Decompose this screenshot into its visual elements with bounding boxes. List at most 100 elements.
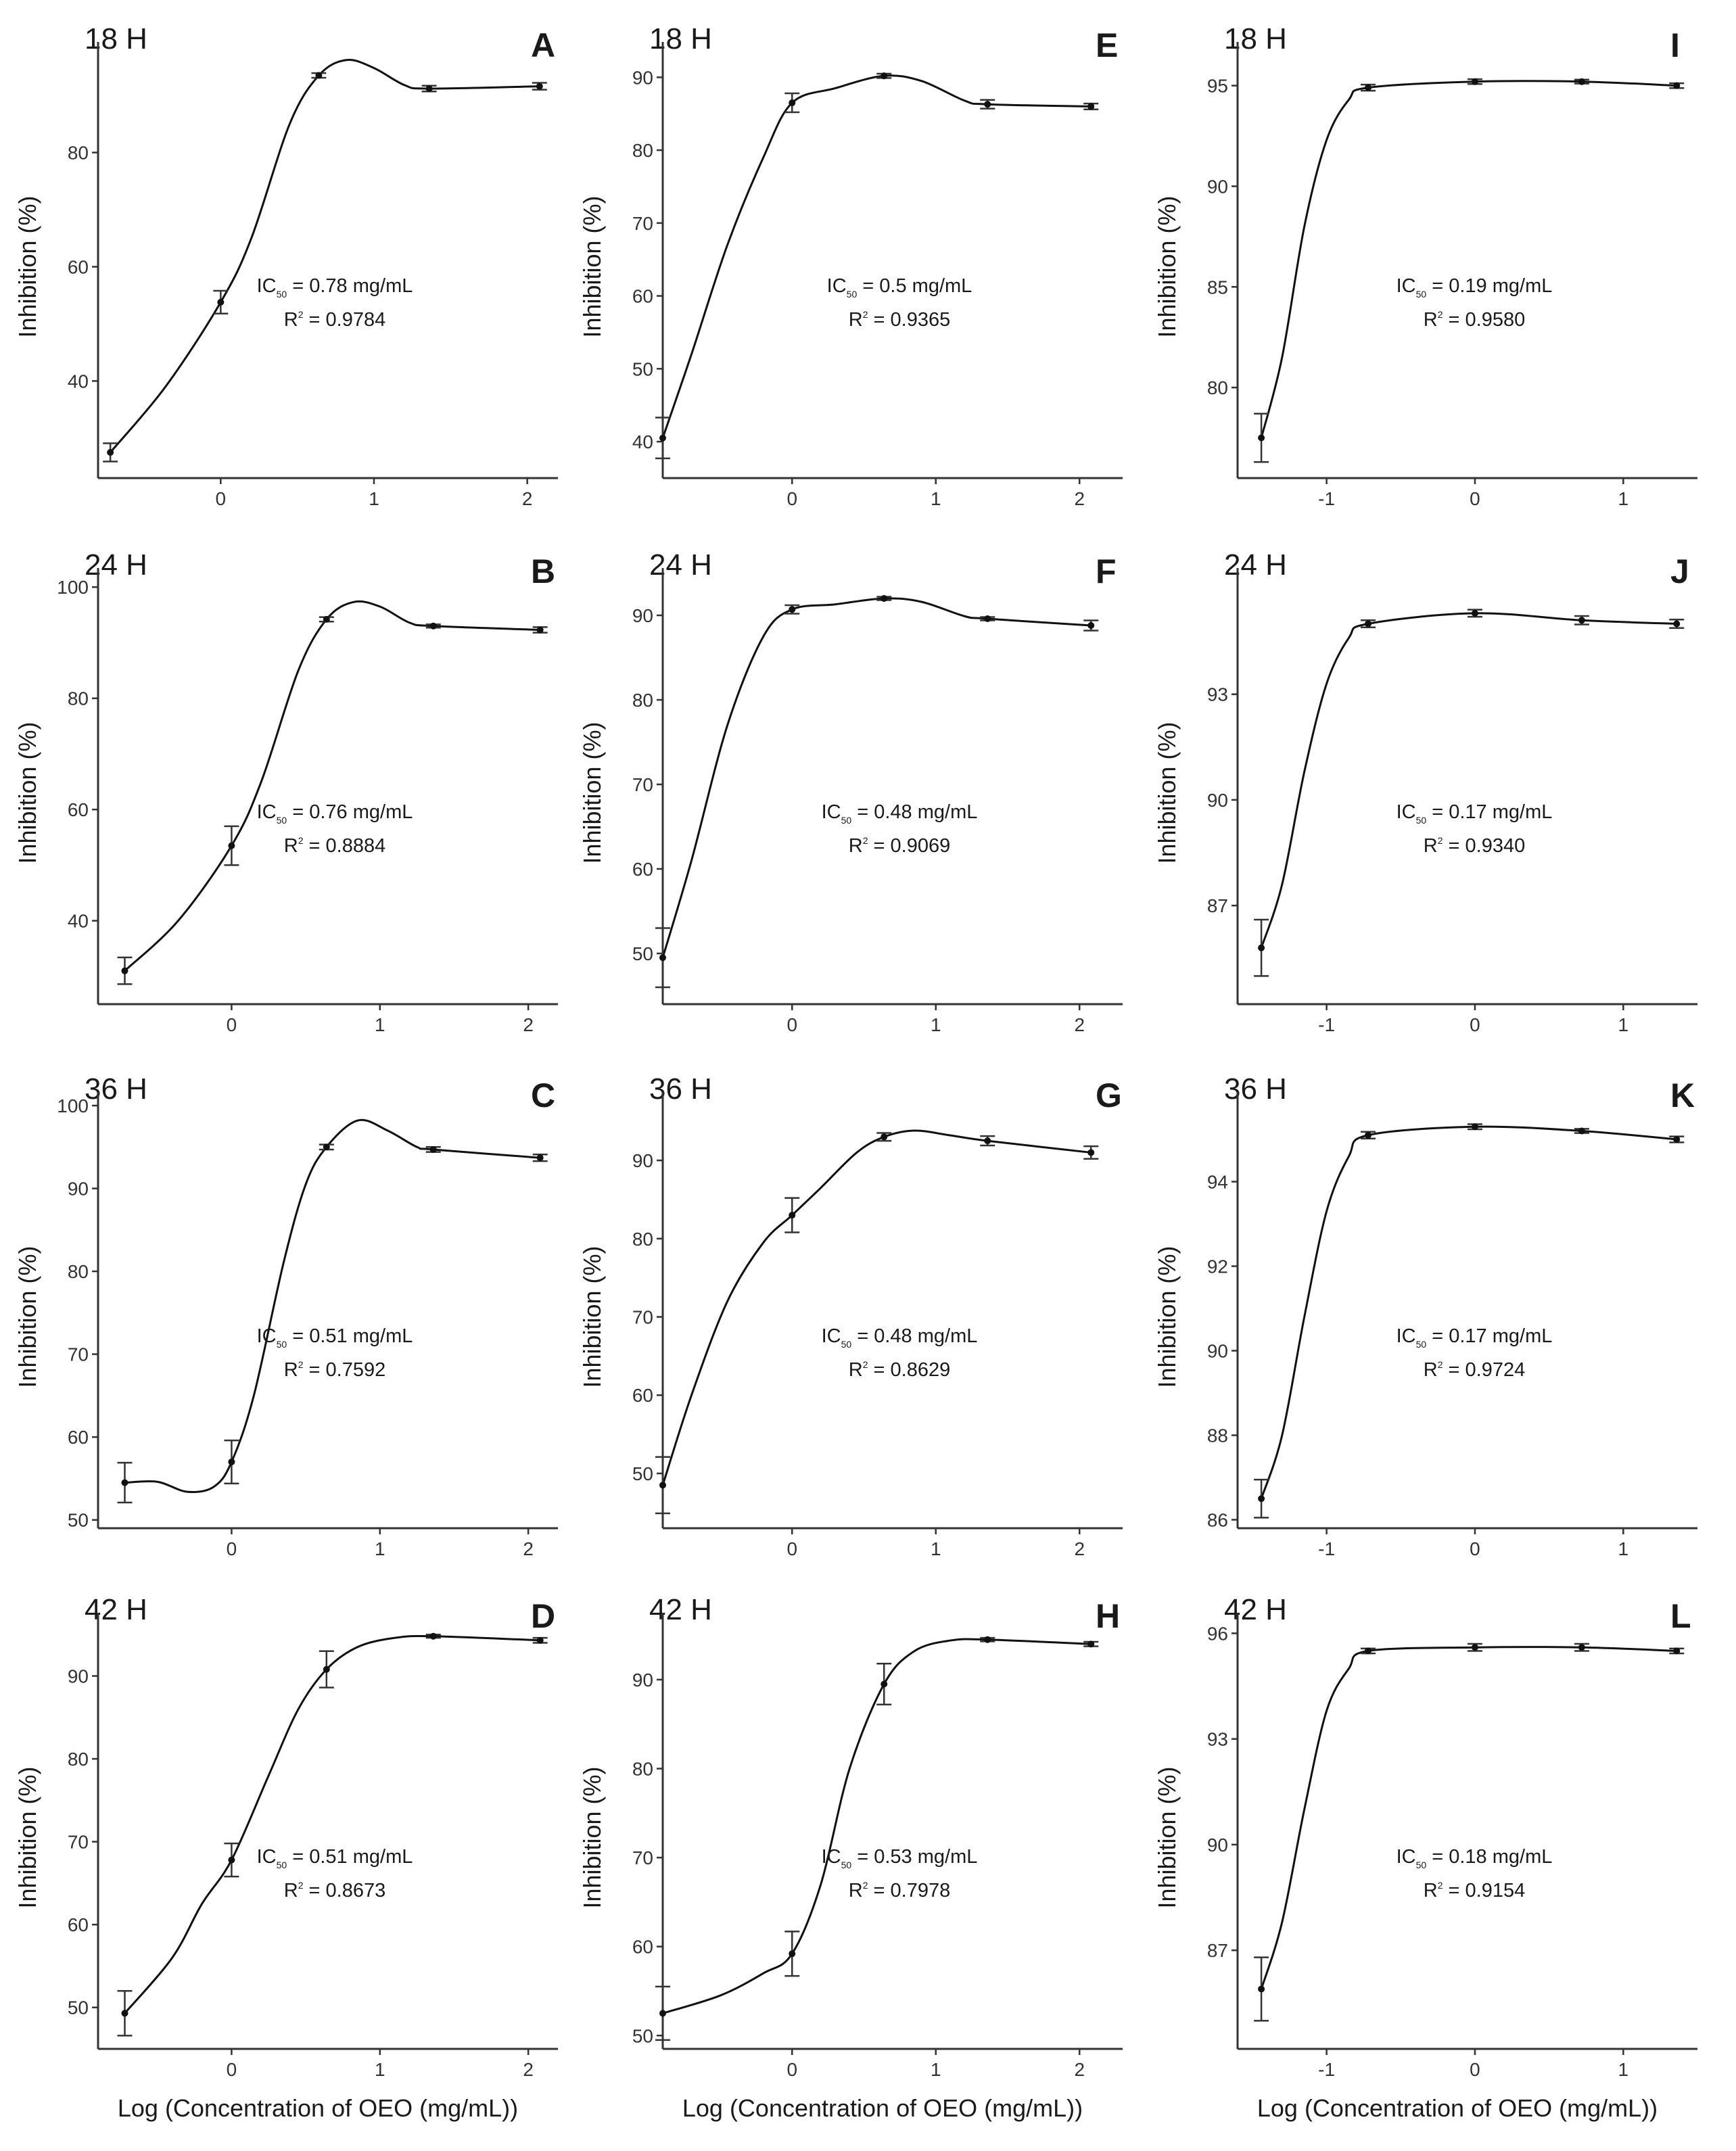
r2-pre: R — [284, 1880, 298, 1901]
x-tick-label: 0 — [1470, 488, 1480, 509]
y-tick-label: 80 — [632, 140, 653, 161]
data-point — [1087, 622, 1095, 629]
data-point — [1258, 434, 1265, 442]
x-axis-title: Log (Concentration of OEO (mg/mL)) — [1257, 2094, 1658, 2122]
x-tick-label: 0 — [1470, 2059, 1480, 2080]
ic50-annotation: IC50 = 0.51 mg/mL — [257, 1325, 413, 1350]
y-tick-label: 60 — [68, 1914, 89, 1935]
x-tick-label: 0 — [1470, 1014, 1480, 1035]
panel-letter: B — [531, 552, 555, 590]
y-tick-label: 70 — [68, 1832, 89, 1853]
r2-pre: R — [284, 835, 298, 857]
panel-letter: G — [1096, 1077, 1122, 1114]
ic50-annotation: IC50 = 0.51 mg/mL — [257, 1846, 413, 1870]
data-point — [1578, 78, 1585, 85]
y-tick-label: 60 — [68, 799, 89, 820]
y-tick-label: 90 — [632, 605, 653, 626]
r2-post: = 0.9365 — [868, 309, 951, 331]
time-label: 42 H — [85, 1593, 147, 1626]
r2-annotation: R2 = 0.8673 — [284, 1880, 386, 1901]
r2-annotation: R2 = 0.8884 — [284, 835, 386, 857]
r2-pre: R — [849, 1359, 863, 1381]
panel-letter: I — [1670, 26, 1680, 64]
r2-annotation: R2 = 0.7978 — [849, 1880, 951, 1901]
y-tick-label: 50 — [632, 1463, 653, 1484]
data-point — [228, 1856, 235, 1864]
x-tick-label: 1 — [931, 1538, 941, 1559]
data-point — [789, 1212, 796, 1219]
data-point — [1471, 78, 1478, 85]
y-axis-title: Inhibition (%) — [1153, 1246, 1181, 1388]
y-axis-title: Inhibition (%) — [14, 195, 41, 337]
y-axis-title: Inhibition (%) — [578, 1246, 606, 1388]
r2-post: = 0.9784 — [304, 309, 386, 331]
fit-curve — [1260, 80, 1677, 438]
ic50-post: = 0.78 mg/mL — [287, 275, 413, 297]
r2-sup: 2 — [298, 835, 304, 846]
data-point — [536, 1636, 544, 1644]
y-tick-label: 90 — [68, 1666, 89, 1687]
r2-pre: R — [849, 835, 863, 857]
time-label: 36 H — [85, 1072, 147, 1106]
y-axis-title: Inhibition (%) — [14, 1766, 41, 1908]
y-axis-title: Inhibition (%) — [14, 722, 41, 864]
r2-pre: R — [284, 1359, 298, 1381]
ic50-pre: IC — [822, 1325, 841, 1347]
x-tick-label: 2 — [1074, 488, 1085, 509]
data-point — [1365, 1131, 1372, 1139]
data-point — [789, 1950, 796, 1958]
r2-sup: 2 — [863, 1880, 868, 1891]
x-tick-label: 0 — [227, 1014, 237, 1035]
ic50-pre: IC — [1397, 1846, 1416, 1868]
y-tick-label: 93 — [1207, 684, 1228, 705]
r2-pre: R — [849, 309, 863, 331]
y-axis-title: Inhibition (%) — [14, 1246, 41, 1388]
y-tick-label: 50 — [632, 943, 653, 964]
y-tick-label: 80 — [68, 688, 89, 709]
y-tick-label: 80 — [68, 1749, 89, 1770]
y-tick-label: 100 — [57, 1095, 89, 1116]
x-tick-label: 1 — [375, 1538, 385, 1559]
data-point — [1087, 1640, 1095, 1648]
fit-curve — [109, 58, 540, 453]
ic50-pre: IC — [822, 1846, 841, 1868]
ic50-pre: IC — [827, 275, 847, 297]
panel-letter: J — [1670, 552, 1689, 590]
data-point — [425, 85, 433, 92]
y-tick-label: 80 — [632, 1759, 653, 1780]
data-point — [1471, 1123, 1478, 1131]
r2-annotation: R2 = 0.9724 — [1424, 1359, 1526, 1381]
x-tick-label: 1 — [931, 1014, 941, 1035]
y-tick-label: 86 — [1207, 1510, 1228, 1531]
panel-L: 42 H L -1 0 1 87 90 93 96 Inhibition (%) IC50 = 0.… — [1153, 1593, 1697, 2122]
x-tick-label: 1 — [1618, 2059, 1629, 2080]
ic50-pre: IC — [1397, 1325, 1416, 1347]
y-tick-label: 90 — [632, 1150, 653, 1171]
data-point — [1365, 1647, 1372, 1655]
panel-I: 18 H I -1 0 1 80 85 90 95 Inhibition (%) IC50 = 0.… — [1153, 22, 1697, 509]
y-tick-label: 80 — [68, 143, 89, 164]
data-point — [1578, 1127, 1585, 1135]
ic50-sub: 50 — [1416, 1860, 1427, 1870]
y-tick-label: 80 — [1207, 377, 1228, 398]
ic50-annotation: IC50 = 0.76 mg/mL — [257, 801, 413, 826]
panel-J: 24 H J -1 0 1 87 90 93 Inhibition (%) IC50 = 0.17… — [1153, 548, 1697, 1035]
ic50-sub: 50 — [1416, 289, 1427, 300]
x-tick-label: 2 — [523, 1538, 534, 1559]
y-tick-label: 90 — [1207, 1835, 1228, 1855]
ic50-pre: IC — [257, 801, 277, 823]
y-tick-label: 40 — [68, 371, 89, 392]
ic50-pre: IC — [257, 1846, 277, 1868]
x-tick-label: 1 — [931, 488, 941, 509]
y-axis-title: Inhibition (%) — [578, 1766, 606, 1908]
y-axis-title: Inhibition (%) — [1153, 722, 1181, 864]
y-tick-label: 90 — [1207, 1341, 1228, 1362]
ic50-pre: IC — [822, 801, 841, 823]
time-label: 42 H — [1224, 1593, 1287, 1626]
y-tick-label: 70 — [632, 213, 653, 234]
data-point — [536, 626, 544, 634]
y-tick-label: 60 — [632, 286, 653, 307]
